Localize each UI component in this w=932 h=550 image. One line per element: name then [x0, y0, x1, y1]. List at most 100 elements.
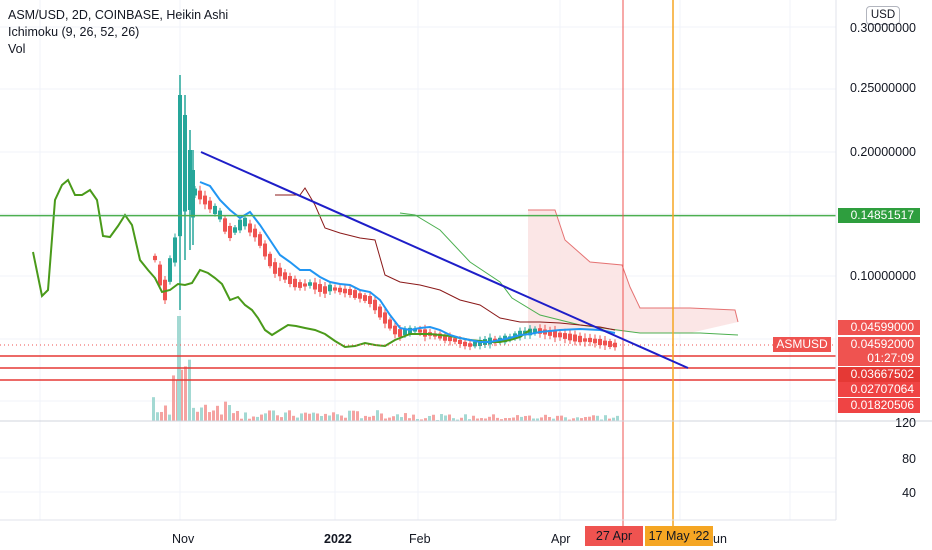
candle-body: [258, 234, 262, 246]
volume-bar: [372, 415, 375, 421]
volume-bar: [152, 397, 155, 421]
time-tick: Apr: [551, 532, 571, 546]
volume-bar: [488, 416, 491, 421]
legend-ichimoku[interactable]: Ichimoku (9, 26, 52, 26): [8, 25, 140, 39]
volume-bar: [168, 414, 171, 421]
volume-bar: [512, 417, 515, 421]
volume-bar: [360, 418, 363, 421]
volume-bar: [600, 419, 603, 421]
candle-body: [398, 329, 402, 337]
volume-bar: [332, 412, 335, 421]
candle-body: [393, 325, 397, 335]
candle-body: [173, 237, 177, 263]
candle-body: [248, 223, 252, 233]
candle-body: [323, 286, 327, 294]
volume-bar: [588, 416, 591, 421]
volume-tick: 120: [895, 416, 916, 430]
volume-bar: [344, 417, 347, 421]
candle-body: [303, 283, 307, 287]
volume-bar: [228, 405, 231, 421]
volume-bar: [324, 413, 327, 421]
candle-body: [208, 200, 212, 210]
volume-bar: [388, 417, 391, 421]
legend-vol[interactable]: Vol: [8, 42, 26, 56]
candle-body: [283, 272, 287, 280]
candle-body: [373, 299, 377, 311]
volume-bar: [472, 415, 475, 421]
vertical-markers[interactable]: [622, 0, 674, 526]
volume-bar: [476, 418, 479, 421]
candle-body: [198, 190, 202, 200]
volume-bar: [340, 415, 343, 421]
volume-bar: [576, 417, 579, 421]
volume-bar: [256, 416, 259, 421]
volume-bar: [220, 414, 223, 421]
time-tick: Nov: [172, 532, 195, 546]
candle-body: [368, 296, 372, 304]
countdown-tag: 01:27:09: [838, 351, 920, 366]
price-tick: 0.10000000: [849, 269, 916, 283]
volume-bar: [408, 418, 411, 421]
volume-bar: [244, 412, 247, 421]
chart-legend: ASM/USD, 2D, COINBASE, Heikin Ashi Ichim…: [8, 7, 228, 58]
candle-body: [338, 287, 342, 293]
volume-bar: [464, 414, 467, 421]
candle-body: [558, 332, 562, 338]
volume-bar: [276, 415, 279, 421]
price-tag: 0.04599000: [838, 320, 920, 335]
volume-bar: [436, 419, 439, 421]
volume-bar: [272, 410, 275, 421]
volume-bar: [448, 414, 451, 421]
candle-body: [153, 255, 157, 261]
candle-body: [268, 253, 272, 267]
candle-body: [403, 328, 407, 336]
time-tick: 2022: [324, 532, 352, 546]
candle-body: [213, 205, 217, 215]
volume-bar: [180, 369, 183, 421]
candle-body: [178, 95, 182, 213]
trend-line[interactable]: [200, 151, 689, 369]
candle-body: [448, 336, 452, 342]
candle-body: [343, 288, 347, 294]
green-level-tag: 0.14851517: [838, 208, 920, 223]
candle-body: [328, 284, 332, 292]
ichimoku-cloud: [399, 209, 739, 336]
candle-body: [548, 330, 552, 336]
candle-body: [388, 319, 392, 329]
volume-tick: 80: [902, 452, 916, 466]
volume-bar: [496, 417, 499, 421]
volume-bar: [524, 415, 527, 421]
currency-button[interactable]: USD: [866, 6, 900, 25]
volume-bar: [536, 418, 539, 421]
volume-bar: [568, 419, 571, 421]
volume-bar: [508, 418, 511, 421]
candle-body: [318, 284, 322, 292]
legend-symbol[interactable]: ASM/USD, 2D, COINBASE, Heikin Ashi: [8, 8, 229, 22]
candle-body: [278, 267, 282, 277]
volume-bar: [520, 416, 523, 421]
volume-bar: [564, 417, 567, 421]
volume-bar: [616, 415, 619, 421]
volume-bar: [612, 417, 615, 421]
candle-body: [583, 338, 587, 342]
volume-bar: [560, 415, 563, 421]
volume-bar: [480, 418, 483, 421]
candle-body: [463, 341, 467, 347]
volume-bar: [468, 419, 471, 421]
volume-bar: [540, 417, 543, 421]
candle-body: [158, 264, 162, 286]
indicator-lines: [32, 178, 616, 349]
candle-body: [298, 282, 302, 288]
volume-bar: [544, 414, 547, 421]
volume-bar: [400, 417, 403, 421]
candle-body: [568, 333, 572, 341]
volume-bar: [300, 413, 303, 421]
candle-body: [188, 150, 192, 210]
red-level-tag: 0.03667502: [838, 367, 920, 382]
volume-bar: [160, 411, 163, 421]
horizontal-levels[interactable]: [0, 214, 836, 381]
candle-body: [573, 334, 577, 342]
volume-bar: [572, 418, 575, 421]
volume-bar: [216, 405, 219, 421]
